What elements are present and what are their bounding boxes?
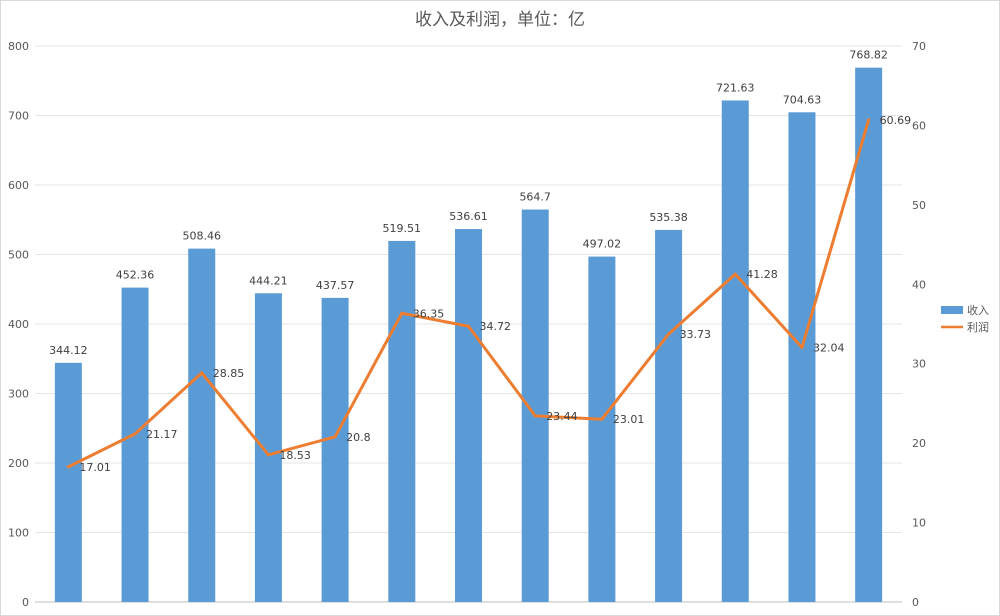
revenue-bar — [655, 229, 683, 603]
profit-data-label: 41.28 — [746, 268, 778, 281]
right-tick-label: 30 — [912, 358, 926, 371]
legend-item-revenue[interactable]: 收入 — [941, 303, 989, 317]
profit-point — [867, 118, 871, 122]
revenue-bar — [321, 297, 349, 602]
legend-label-profit: 利润 — [967, 320, 989, 334]
revenue-data-label: 536.61 — [449, 210, 488, 223]
profit-data-label: 23.44 — [546, 410, 578, 423]
revenue-data-label: 452.36 — [116, 269, 155, 282]
revenue-bar — [588, 256, 616, 602]
left-tick-label: 700 — [8, 110, 29, 123]
profit-point — [667, 332, 671, 336]
revenue-data-label: 344.12 — [49, 344, 88, 357]
right-tick-label: 20 — [912, 437, 926, 450]
profit-point — [533, 414, 537, 418]
profit-point — [733, 272, 737, 276]
revenue-data-label: 497.02 — [583, 238, 622, 251]
right-tick-label: 40 — [912, 278, 926, 291]
revenue-data-label: 437.57 — [316, 279, 355, 292]
revenue-bar — [521, 209, 549, 602]
revenue-bar — [121, 287, 149, 602]
profit-point — [400, 311, 404, 315]
revenue-data-label: 444.21 — [249, 274, 288, 287]
profit-data-label: 17.01 — [79, 461, 111, 474]
revenue-data-label: 535.38 — [649, 211, 688, 224]
left-tick-label: 200 — [8, 457, 29, 470]
left-tick-label: 600 — [8, 179, 29, 192]
revenue-bar — [254, 293, 282, 602]
left-axis: 0 100 200 300 400 500 600 700 800 — [8, 40, 29, 609]
revenue-bar — [455, 229, 482, 603]
profit-line: 17.01 21.17 28.85 18.53 20.8 36.35 34.72 23.44 2… — [66, 114, 912, 474]
profit-point — [333, 435, 337, 439]
left-tick-label: 400 — [8, 318, 29, 331]
profit-point — [133, 432, 137, 436]
profit-point — [266, 453, 270, 457]
profit-point — [800, 346, 804, 350]
profit-data-label: 33.73 — [680, 328, 712, 341]
profit-data-label: 21.17 — [146, 428, 178, 441]
legend[interactable]: 收入 利润 — [941, 303, 989, 334]
revenue-bar — [54, 362, 82, 602]
chart-title: 收入及利润，单位：亿 — [415, 10, 585, 30]
revenue-data-label: 519.51 — [383, 222, 422, 235]
profit-data-label: 36.35 — [413, 307, 445, 320]
right-tick-label: 70 — [912, 40, 926, 53]
profit-data-label: 32.04 — [813, 342, 845, 355]
profit-point — [467, 324, 470, 328]
profit-point — [66, 465, 70, 469]
legend-label-revenue: 收入 — [967, 303, 989, 317]
right-tick-label: 50 — [912, 199, 926, 212]
legend-item-profit[interactable]: 利润 — [941, 320, 989, 334]
revenue-bar — [855, 67, 883, 602]
revenue-bar — [188, 248, 216, 602]
profit-data-label: 23.01 — [613, 413, 645, 426]
revenue-bars: 344.12 452.36 508.46 444.21 437.57 519.51 536.… — [49, 49, 888, 603]
profit-point — [600, 417, 604, 421]
right-tick-label: 10 — [912, 517, 926, 530]
profit-point — [200, 371, 204, 375]
revenue-bar — [388, 240, 416, 602]
left-tick-label: 0 — [22, 596, 29, 609]
right-axis: 0 10 20 30 40 50 60 70 — [912, 40, 926, 609]
left-tick-label: 500 — [8, 249, 29, 262]
right-tick-label: 60 — [912, 119, 926, 132]
revenue-data-label: 721.63 — [716, 81, 755, 94]
profit-data-label: 18.53 — [279, 449, 311, 462]
revenue-data-label: 704.63 — [783, 93, 822, 106]
revenue-data-label: 508.46 — [182, 230, 221, 243]
left-tick-label: 800 — [8, 40, 29, 53]
legend-swatch-revenue — [941, 306, 963, 314]
revenue-bar — [788, 112, 816, 602]
revenue-data-label: 768.82 — [849, 49, 888, 62]
revenue-data-label: 564.7 — [519, 191, 551, 204]
profit-data-label: 34.72 — [480, 320, 512, 333]
profit-data-label: 60.69 — [880, 114, 912, 127]
profit-data-label: 28.85 — [213, 367, 245, 380]
left-tick-label: 300 — [8, 388, 29, 401]
profit-data-label: 20.8 — [346, 431, 371, 444]
left-tick-label: 100 — [8, 527, 29, 540]
revenue-bar — [721, 100, 749, 602]
right-tick-label: 0 — [912, 596, 919, 609]
